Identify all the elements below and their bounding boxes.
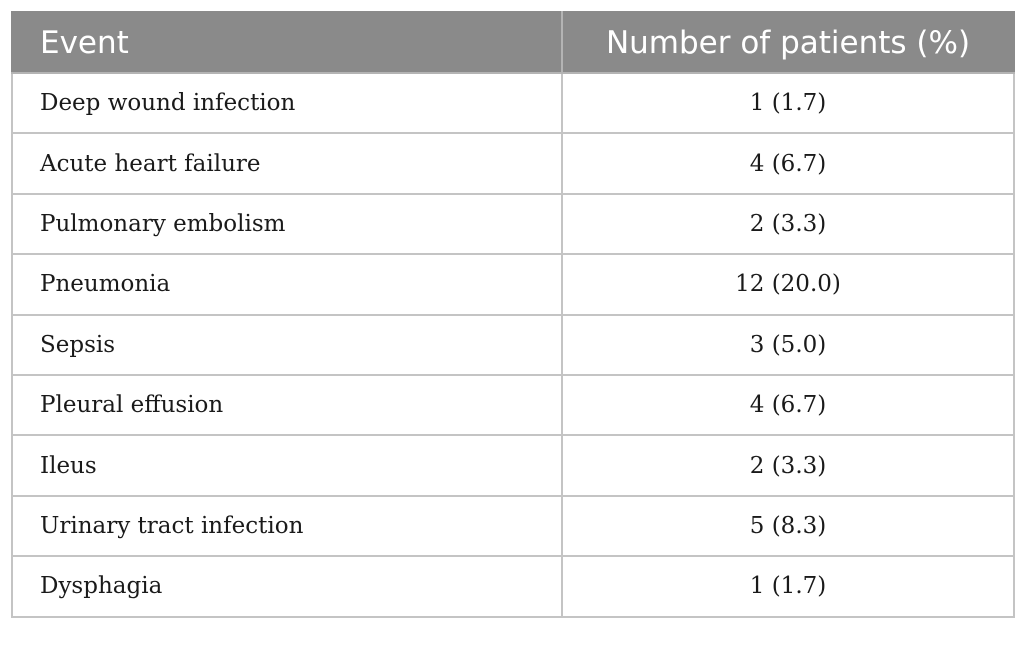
event-cell: Ileus <box>11 434 563 497</box>
table-row: Deep wound infection 1 (1.7) <box>11 71 1015 135</box>
event-cell: Dysphagia <box>11 555 563 618</box>
patients-cell: 1 (1.7) <box>561 71 1015 135</box>
event-cell: Deep wound infection <box>11 71 563 135</box>
event-cell: Urinary tract infection <box>11 494 563 558</box>
table-row: Pleural effusion 4 (6.7) <box>11 373 1015 437</box>
table-row: Acute heart failure 4 (6.7) <box>11 132 1015 195</box>
table-row: Pulmonary embolism 2 (3.3) <box>11 192 1015 256</box>
header-row: Event Number of patients (%) <box>11 11 1015 74</box>
events-table: Event Number of patients (%) Deep wound … <box>11 11 1015 618</box>
table-row: Sepsis 3 (5.0) <box>11 313 1015 376</box>
table-row: Pneumonia 12 (20.0) <box>11 253 1015 316</box>
table-row: Dysphagia 1 (1.7) <box>11 555 1015 618</box>
table-header: Event Number of patients (%) <box>11 11 1015 74</box>
patients-cell: 4 (6.7) <box>561 373 1015 437</box>
patients-cell: 2 (3.3) <box>561 434 1015 497</box>
patients-cell: 1 (1.7) <box>561 555 1015 618</box>
patients-cell: 12 (20.0) <box>561 253 1015 316</box>
event-cell: Pneumonia <box>11 253 563 316</box>
column-header-event: Event <box>11 11 563 74</box>
patients-cell: 5 (8.3) <box>561 494 1015 558</box>
table-body: Deep wound infection 1 (1.7) Acute heart… <box>11 71 1015 618</box>
event-cell: Acute heart failure <box>11 132 563 195</box>
event-cell: Sepsis <box>11 313 563 376</box>
event-cell: Pleural effusion <box>11 373 563 437</box>
column-header-patients: Number of patients (%) <box>561 11 1015 74</box>
patients-cell: 2 (3.3) <box>561 192 1015 256</box>
event-cell: Pulmonary embolism <box>11 192 563 256</box>
table-row: Urinary tract infection 5 (8.3) <box>11 494 1015 558</box>
patients-cell: 3 (5.0) <box>561 313 1015 376</box>
table-row: Ileus 2 (3.3) <box>11 434 1015 497</box>
patients-cell: 4 (6.7) <box>561 132 1015 195</box>
